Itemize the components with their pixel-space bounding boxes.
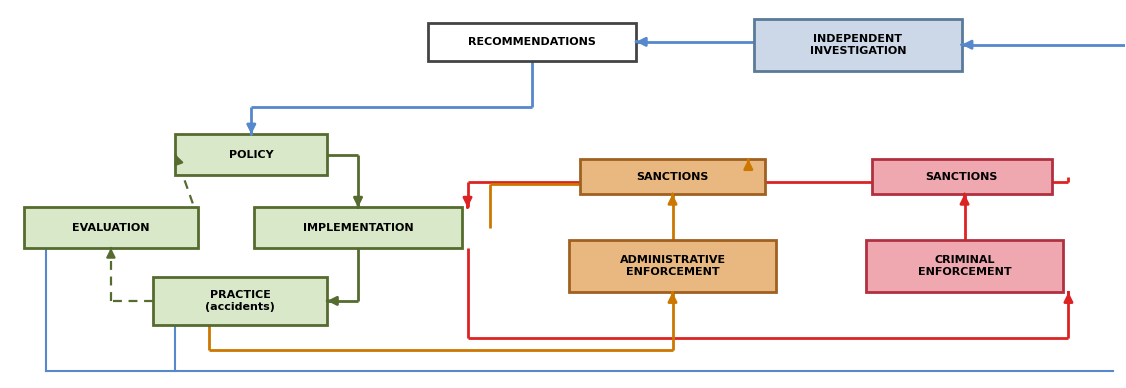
FancyBboxPatch shape bbox=[569, 240, 777, 292]
FancyBboxPatch shape bbox=[866, 240, 1063, 292]
Text: SANCTIONS: SANCTIONS bbox=[926, 171, 998, 182]
FancyBboxPatch shape bbox=[24, 208, 198, 248]
Text: INDEPENDENT
INVESTIGATION: INDEPENDENT INVESTIGATION bbox=[810, 34, 906, 55]
Text: RECOMMENDATIONS: RECOMMENDATIONS bbox=[468, 37, 596, 47]
FancyBboxPatch shape bbox=[428, 23, 636, 61]
Text: EVALUATION: EVALUATION bbox=[72, 223, 150, 233]
FancyBboxPatch shape bbox=[872, 159, 1052, 194]
FancyBboxPatch shape bbox=[176, 134, 328, 175]
FancyBboxPatch shape bbox=[580, 159, 766, 194]
Text: PRACTICE
(accidents): PRACTICE (accidents) bbox=[205, 290, 275, 312]
FancyBboxPatch shape bbox=[754, 19, 962, 71]
Text: CRIMINAL
ENFORCEMENT: CRIMINAL ENFORCEMENT bbox=[918, 255, 1011, 277]
Text: IMPLEMENTATION: IMPLEMENTATION bbox=[303, 223, 413, 233]
Text: ADMINISTRATIVE
ENFORCEMENT: ADMINISTRATIVE ENFORCEMENT bbox=[619, 255, 725, 277]
Text: SANCTIONS: SANCTIONS bbox=[636, 171, 708, 182]
FancyBboxPatch shape bbox=[153, 277, 328, 325]
FancyBboxPatch shape bbox=[254, 208, 462, 248]
Text: POLICY: POLICY bbox=[229, 149, 274, 159]
